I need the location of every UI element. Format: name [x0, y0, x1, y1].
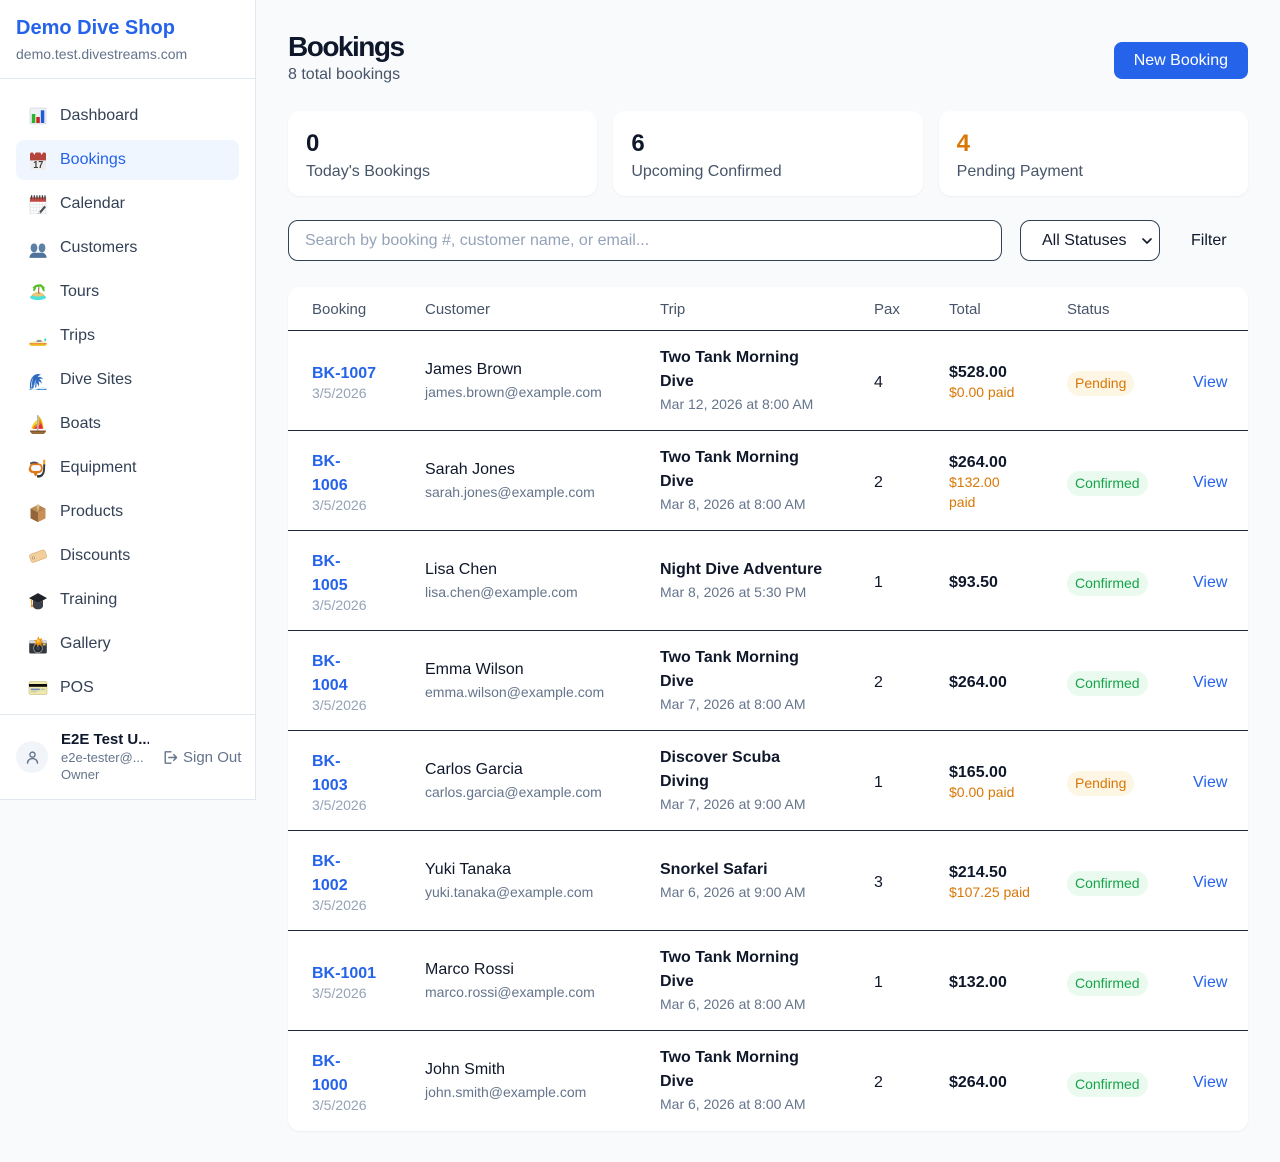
svg-text:17: 17: [33, 160, 43, 170]
